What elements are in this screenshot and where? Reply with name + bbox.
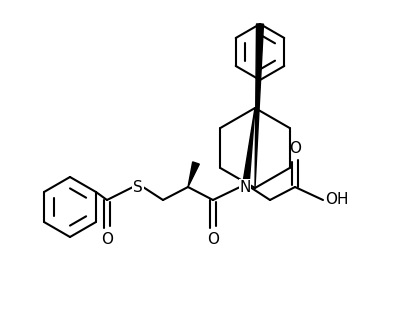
Text: OH: OH	[325, 193, 349, 207]
Text: N: N	[239, 179, 251, 194]
Text: O: O	[207, 232, 219, 247]
Polygon shape	[242, 108, 255, 193]
Text: O: O	[289, 141, 301, 156]
Polygon shape	[188, 162, 199, 187]
Text: S: S	[133, 179, 143, 194]
Text: O: O	[101, 232, 113, 247]
Polygon shape	[255, 24, 263, 188]
